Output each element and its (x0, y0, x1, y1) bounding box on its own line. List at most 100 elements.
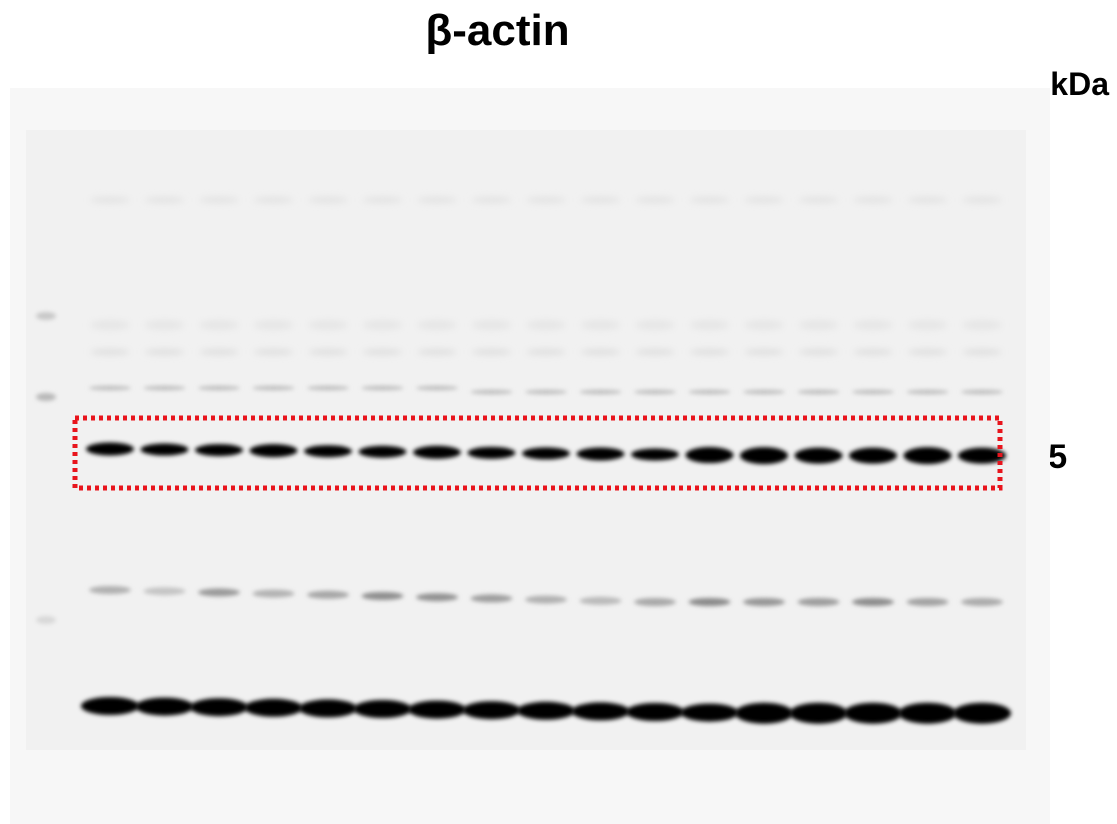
bottom-band (190, 698, 248, 717)
beta-actin-band (740, 447, 788, 465)
faint-band (90, 320, 130, 330)
upper-band (797, 389, 840, 395)
faint-band (308, 320, 348, 330)
faint-band (253, 349, 294, 355)
bottom-band (735, 702, 793, 724)
beta-actin-band (794, 447, 843, 464)
faint-band (362, 349, 403, 355)
upper-band (361, 385, 404, 391)
upper-band (143, 385, 186, 391)
faint-band (253, 197, 294, 203)
lower-band (688, 598, 731, 606)
faint-band (907, 349, 948, 355)
faint-band (362, 320, 403, 330)
bottom-band (299, 699, 357, 718)
lower-band (361, 592, 404, 600)
bottom-band (517, 701, 575, 720)
faint-bands (90, 197, 1002, 355)
faint-band (853, 197, 893, 203)
blot-title: β-actin (425, 6, 570, 55)
bottom-band (844, 702, 902, 724)
faint-band (962, 320, 1002, 330)
beta-actin-band (522, 447, 570, 460)
beta-actin-band (958, 447, 1006, 464)
lower-band (252, 589, 295, 598)
upper-band (416, 385, 458, 391)
membrane-inner (26, 130, 1026, 750)
faint-band (199, 349, 239, 355)
ladder-mark (36, 312, 56, 320)
lower-band (797, 598, 840, 606)
beta-actin-band (140, 443, 189, 456)
bottom-band-row (81, 697, 1011, 724)
faint-band (907, 320, 948, 330)
faint-band (308, 349, 348, 355)
beta-actin-band (631, 448, 679, 461)
upper-band (688, 389, 731, 395)
beta-actin-band (358, 445, 407, 458)
upper-band (307, 385, 349, 391)
beta-actin-band (304, 445, 352, 458)
lower-band (634, 598, 676, 606)
lower-band (525, 595, 567, 604)
faint-band (526, 320, 566, 330)
faint-band (689, 349, 730, 355)
upper-band (525, 389, 567, 395)
faint-band (962, 349, 1002, 355)
upper-band (743, 389, 785, 395)
bottom-band (680, 703, 739, 722)
faint-band (308, 197, 348, 203)
faint-band (798, 197, 839, 203)
lower-band (198, 588, 240, 597)
upper-band (961, 389, 1003, 395)
faint-band (580, 197, 621, 203)
faint-band (144, 320, 185, 330)
faint-band (635, 197, 675, 203)
faint-band (907, 197, 948, 203)
lower-band-row (89, 586, 1003, 606)
ladder-mark (36, 393, 56, 401)
faint-band (962, 197, 1002, 203)
beta-actin-band-row (86, 442, 1006, 465)
bottom-band (571, 702, 630, 721)
beta-actin-band (86, 442, 134, 456)
lower-band (307, 590, 349, 599)
lower-band (906, 598, 949, 606)
bottom-band (462, 701, 521, 720)
faint-band (417, 197, 457, 203)
faint-band (853, 320, 893, 330)
lower-band (89, 586, 131, 594)
faint-band (744, 197, 784, 203)
faint-band (253, 320, 294, 330)
beta-actin-band (413, 445, 461, 459)
beta-actin-band (195, 444, 243, 457)
beta-actin-band (576, 447, 625, 461)
faint-band (471, 197, 512, 203)
lower-band (961, 598, 1003, 606)
kda-unit-label: kDa (1050, 66, 1109, 102)
beta-actin-band (849, 447, 897, 464)
faint-band (798, 320, 839, 330)
upper-band (634, 389, 676, 395)
faint-band (199, 320, 239, 330)
bottom-band (953, 702, 1011, 724)
bottom-band (898, 702, 957, 724)
faint-band (90, 197, 130, 203)
lower-band (579, 596, 622, 605)
lower-band (416, 593, 458, 602)
faint-band (689, 320, 730, 330)
bottom-band (408, 700, 466, 719)
upper-band (252, 385, 295, 391)
faint-band (362, 197, 403, 203)
faint-band (144, 349, 185, 355)
faint-band (635, 349, 675, 355)
faint-band (526, 349, 566, 355)
faint-band (90, 349, 130, 355)
faint-band (798, 349, 839, 355)
ladder-mark (36, 616, 56, 624)
upper-band (89, 385, 131, 391)
lower-band (470, 594, 513, 603)
faint-band (853, 349, 893, 355)
faint-band (580, 320, 621, 330)
